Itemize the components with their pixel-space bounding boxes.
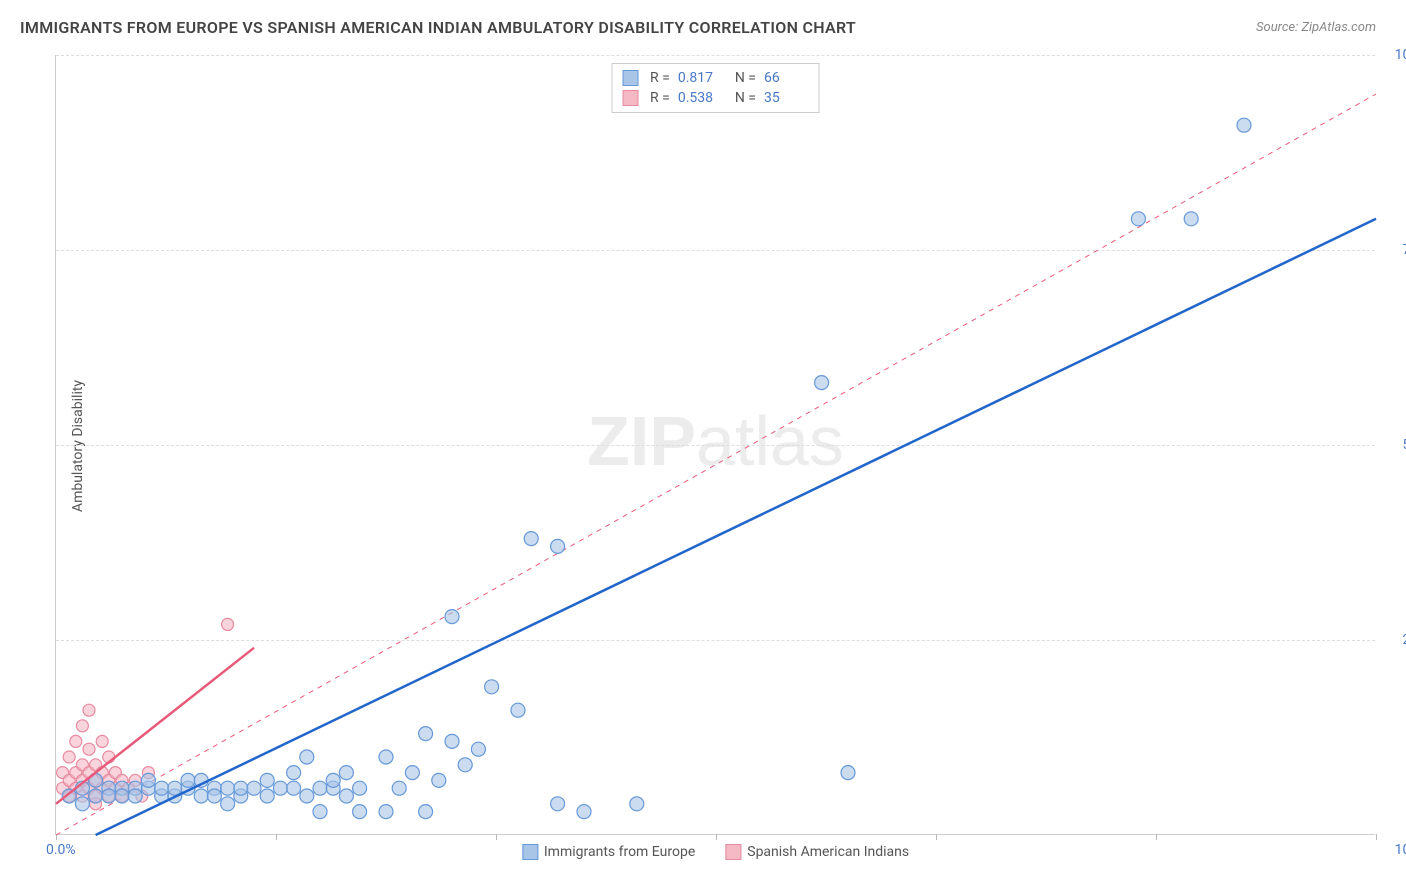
data-point — [300, 789, 314, 803]
data-point — [83, 743, 95, 755]
data-point — [141, 773, 155, 787]
data-point — [75, 797, 89, 811]
source-attribution: Source: ZipAtlas.com — [1256, 20, 1376, 35]
data-point — [815, 376, 829, 390]
data-point — [577, 805, 591, 819]
data-point — [419, 805, 433, 819]
data-point — [260, 773, 274, 787]
x-tick — [1376, 834, 1377, 840]
data-point — [485, 680, 499, 694]
data-point — [221, 797, 235, 811]
x-tick — [716, 834, 717, 840]
data-point — [511, 703, 525, 717]
data-point — [128, 789, 142, 803]
data-point — [83, 704, 95, 716]
x-tick — [496, 834, 497, 840]
data-point — [471, 742, 485, 756]
data-point — [96, 735, 108, 747]
data-point — [168, 781, 182, 795]
data-point — [260, 789, 274, 803]
y-tick-label: 25.0% — [1402, 632, 1406, 648]
x-axis-max-label: 100.0% — [1395, 842, 1406, 858]
data-point — [445, 734, 459, 748]
data-point — [1184, 212, 1198, 226]
x-axis-min-label: 0.0% — [46, 842, 76, 858]
data-point — [1131, 212, 1145, 226]
data-point — [551, 539, 565, 553]
data-point — [287, 781, 301, 795]
legend-item-blue: Immigrants from Europe — [522, 844, 695, 860]
data-point — [1237, 118, 1251, 132]
data-point — [102, 789, 116, 803]
data-point — [70, 735, 82, 747]
data-point — [89, 789, 103, 803]
data-point — [221, 781, 235, 795]
legend-item-pink: Spanish American Indians — [725, 844, 909, 860]
data-point — [247, 781, 261, 795]
data-point — [313, 805, 327, 819]
data-point — [379, 750, 393, 764]
data-point — [234, 781, 248, 795]
trend-line — [96, 219, 1376, 835]
data-point — [339, 766, 353, 780]
legend-label-blue: Immigrants from Europe — [544, 844, 695, 860]
y-tick-label: 100.0% — [1395, 47, 1406, 63]
data-point — [63, 751, 75, 763]
data-point — [273, 781, 287, 795]
data-point — [155, 781, 169, 795]
y-tick-label: 75.0% — [1402, 242, 1406, 258]
data-point — [222, 618, 234, 630]
data-point — [353, 805, 367, 819]
chart-plot-area: ZIPatlas 25.0%50.0%75.0%100.0% 0.0% 100.… — [55, 55, 1375, 835]
source-value: ZipAtlas.com — [1301, 20, 1376, 35]
data-point — [841, 766, 855, 780]
data-point — [551, 797, 565, 811]
x-tick — [1156, 834, 1157, 840]
data-point — [630, 797, 644, 811]
data-point — [300, 750, 314, 764]
data-point — [181, 773, 195, 787]
legend-swatch-pink — [725, 844, 741, 860]
data-point — [445, 610, 459, 624]
trend-line — [56, 94, 1376, 835]
y-tick-label: 50.0% — [1402, 437, 1406, 453]
series-legend: Immigrants from Europe Spanish American … — [522, 844, 909, 860]
data-point — [419, 727, 433, 741]
legend-swatch-blue — [522, 844, 538, 860]
data-point — [458, 758, 472, 772]
data-point — [432, 773, 446, 787]
data-point — [194, 789, 208, 803]
x-tick — [936, 834, 937, 840]
data-point — [313, 781, 327, 795]
scatter-plot-svg — [56, 55, 1375, 834]
data-point — [405, 766, 419, 780]
chart-title: IMMIGRANTS FROM EUROPE VS SPANISH AMERIC… — [20, 18, 856, 37]
data-point — [379, 805, 393, 819]
x-tick — [276, 834, 277, 840]
data-point — [207, 789, 221, 803]
data-point — [339, 789, 353, 803]
legend-label-pink: Spanish American Indians — [747, 844, 909, 860]
source-label: Source: — [1256, 20, 1298, 35]
data-point — [353, 781, 367, 795]
data-point — [76, 720, 88, 732]
data-point — [392, 781, 406, 795]
data-point — [524, 532, 538, 546]
data-point — [326, 773, 340, 787]
data-point — [287, 766, 301, 780]
data-point — [115, 789, 129, 803]
